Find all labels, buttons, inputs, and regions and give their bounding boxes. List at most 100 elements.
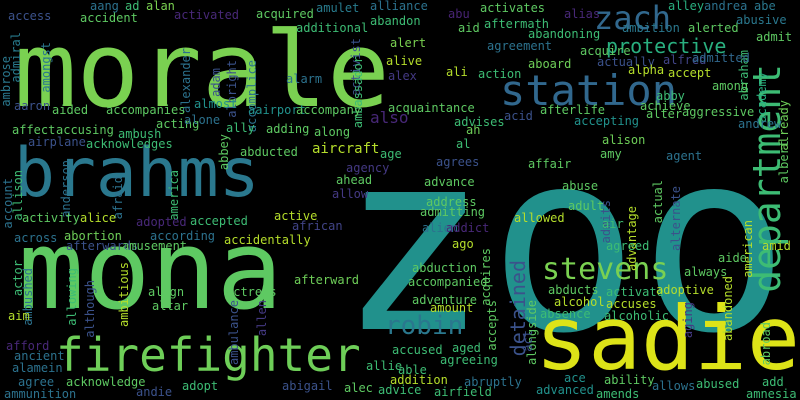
word-firefighter: firefighter [56, 328, 361, 382]
word-alpha: alpha [628, 63, 665, 77]
word-aging: aging [681, 302, 695, 339]
word-abbey: abbey [217, 134, 231, 171]
word-alarm: alarm [286, 72, 323, 86]
word-admitting: admitting [420, 205, 486, 219]
word-afford: afford [6, 339, 50, 353]
word-address: address [426, 195, 477, 209]
word-aid: aid [458, 21, 480, 35]
word-absence: absence [540, 307, 591, 321]
word-station: station [500, 66, 678, 115]
word-alex: alex [388, 69, 417, 83]
word-american: american [741, 220, 755, 278]
word-ahead: ahead [336, 173, 373, 187]
word-aang: aang [90, 0, 119, 13]
word-ambulance: ambulance [227, 300, 241, 366]
word-alive: alive [386, 54, 423, 68]
word-alcoholic: alcoholic [604, 309, 670, 323]
word-affect: affect [12, 123, 56, 137]
word-ally: ally [226, 121, 255, 135]
word-adam: adam [209, 68, 223, 97]
word-abu: abu [448, 7, 470, 21]
word-also: also [370, 108, 409, 127]
word-admit: admit [756, 30, 793, 44]
word-alien: alien [422, 221, 459, 235]
word-abby: abby [656, 89, 685, 103]
word-amends: amends [596, 387, 640, 400]
word-adventure: adventure [412, 293, 478, 307]
word-amusement: amusement [122, 239, 188, 253]
word-adopted: adopted [136, 215, 187, 229]
word-addition: addition [390, 373, 448, 387]
word-among: among [712, 79, 749, 93]
word-according: according [150, 229, 216, 243]
word-along: along [314, 125, 351, 139]
word-access: access [8, 9, 52, 23]
word-abe: abe [754, 0, 776, 13]
word-across: across [14, 231, 58, 245]
word-adoptive: adoptive [656, 283, 714, 297]
word-adult: adult [568, 199, 605, 213]
word-al: al [456, 137, 471, 151]
word-affair: affair [528, 157, 572, 171]
word-acquires: acquires [479, 248, 493, 306]
word-achieve: achieve [640, 99, 691, 113]
word-accepts: accepts [485, 300, 499, 351]
word-amulet: amulet [316, 1, 360, 15]
word-ambrose: ambrose [0, 56, 13, 107]
word-accuses: accuses [606, 297, 657, 311]
word-zoo: zoo [338, 97, 790, 388]
word-advises: advises [454, 115, 505, 129]
word-ago: ago [452, 237, 474, 251]
word-alfred: alfred [663, 53, 707, 67]
word-abroad: abroad [759, 322, 773, 366]
word-already: already [777, 100, 791, 151]
word-abuse: abuse [562, 179, 599, 193]
word-altar: altar [152, 299, 189, 313]
word-addict: addict [446, 221, 490, 235]
word-allen: allen [255, 300, 269, 337]
word-afterlife: afterlife [540, 103, 606, 117]
word-acid: acid [504, 109, 533, 123]
word-sadie: sadie [535, 287, 800, 390]
word-abandoned: abandoned [721, 276, 735, 342]
word-allow: allow [332, 187, 369, 201]
word-account: account [1, 178, 15, 229]
word-amy: amy [600, 147, 622, 161]
word-accompany: accompany [296, 103, 362, 117]
word-agreeing: agreeing [440, 353, 498, 367]
word-aircraft: aircraft [312, 141, 380, 157]
word-acting: acting [156, 117, 200, 131]
word-actual: actual [651, 180, 665, 224]
word-accused: accused [392, 343, 443, 357]
word-amnesia: amnesia [746, 387, 797, 400]
word-anderson: anderson [59, 160, 73, 218]
word-admitted: admitted [692, 51, 750, 65]
word-abusive: abusive [736, 13, 787, 27]
word-activates: activates [480, 1, 546, 15]
word-aairport: aairport [248, 103, 306, 117]
word-alias: alias [564, 7, 601, 21]
word-accompanied: accompanied [408, 275, 488, 289]
word-afterward: afterward [294, 273, 360, 287]
word-acquire: acquire [580, 44, 631, 58]
word-andrea: andrea [704, 0, 748, 13]
word-activate: activate [606, 285, 664, 299]
word-almost: almost [194, 97, 238, 111]
word-additional: additional [296, 21, 369, 35]
word-stevens: stevens [542, 252, 669, 287]
word-alternate: alternate [669, 186, 683, 252]
word-accident: accident [80, 11, 138, 25]
word-airplane: airplane [28, 135, 86, 149]
word-abduction: abduction [412, 261, 478, 275]
word-allowing: allowing [65, 268, 79, 326]
word-ambassador: ambassador [351, 56, 365, 129]
word-alert: alert [390, 36, 427, 50]
word-activity: activity [22, 211, 80, 225]
word-abortion: abortion [64, 229, 122, 243]
word-aged: aged [452, 341, 481, 355]
word-amid: amid [762, 239, 791, 253]
word-acquaintance: acquaintance [388, 101, 475, 115]
word-alley: alley [668, 0, 705, 13]
word-ability: ability [604, 373, 655, 387]
